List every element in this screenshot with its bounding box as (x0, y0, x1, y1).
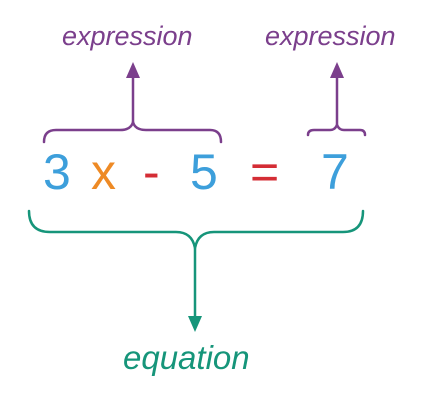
expression-label-left: expression (62, 21, 193, 51)
expression-arrow-left-head (126, 62, 140, 78)
equation-arrow-head (188, 316, 202, 332)
expression-brace-right (306, 123, 367, 137)
coefficient-token: 3 (43, 144, 71, 200)
equation-brace (27, 209, 365, 250)
variable-token: x (91, 144, 116, 200)
constant-token: 5 (190, 144, 218, 200)
equation-label: equation (123, 339, 250, 376)
expression-label-right: expression (265, 21, 396, 51)
expression-brace-left (42, 120, 223, 144)
result-token: 7 (321, 144, 349, 200)
equals-sign: = (250, 144, 280, 200)
expression-arrow-right-head (330, 62, 344, 78)
minus-operator: - (143, 144, 160, 200)
